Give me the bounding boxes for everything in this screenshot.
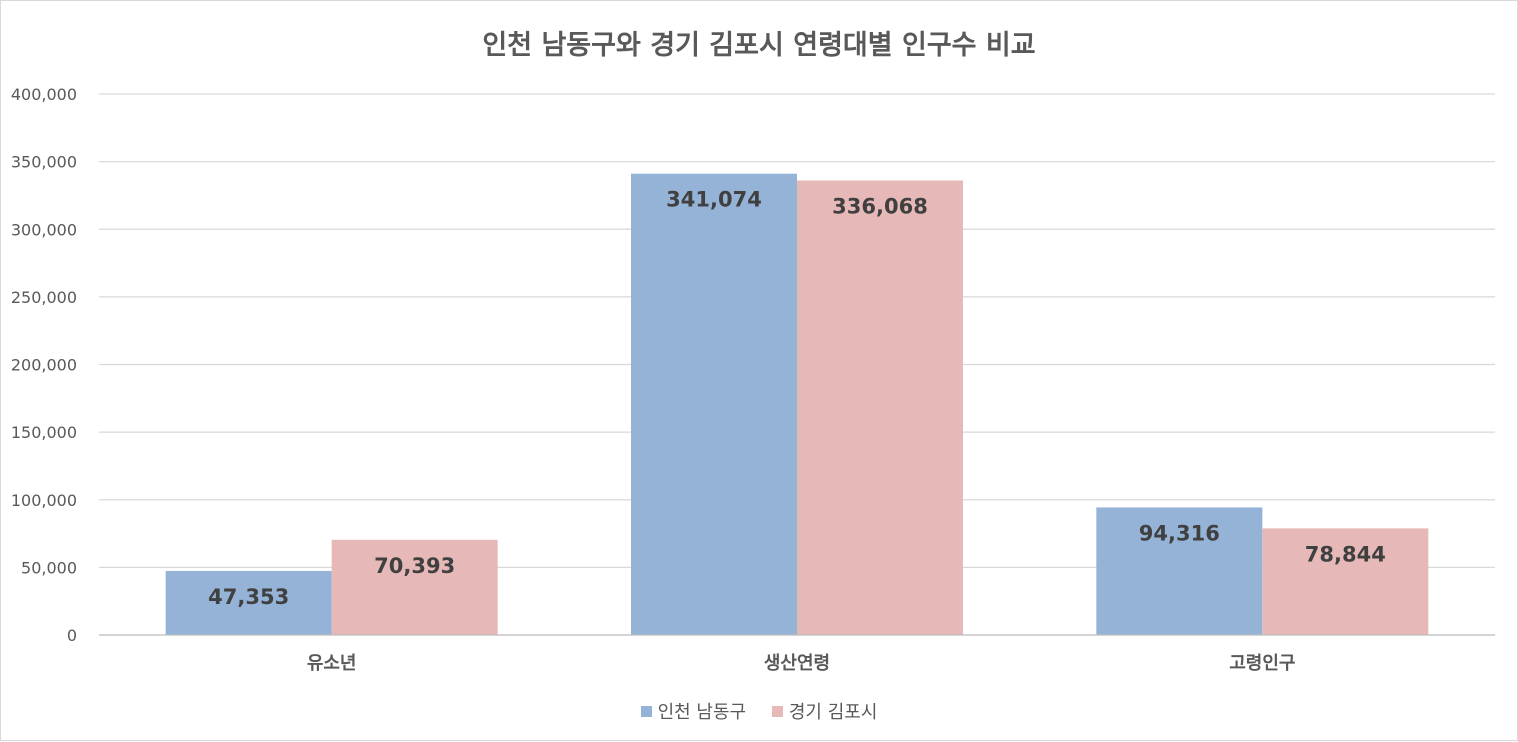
legend-item-series-2: 경기 김포시 xyxy=(771,698,878,724)
legend-label-series-1: 인천 남동구 xyxy=(657,702,747,723)
chart-title: 인천 남동구와 경기 김포시 연령대별 인구수 비교 xyxy=(482,30,1036,61)
bar-1-2 xyxy=(631,173,797,635)
y-tick-label-8: 400,000 xyxy=(11,85,77,104)
legend-swatch-series-2 xyxy=(771,706,783,717)
bar-2-1 xyxy=(331,539,498,635)
bar-1-3 xyxy=(1096,507,1263,635)
legend-swatch-series-1 xyxy=(640,706,652,717)
y-tick-label-1: 50,000 xyxy=(21,558,77,577)
data-label-1-2: 341,074 xyxy=(666,188,762,212)
x-tick-label-2: 생산연령 xyxy=(764,653,830,674)
x-tick-label-3: 고령인구 xyxy=(1229,653,1295,674)
x-tick-label-1: 유소년 xyxy=(307,653,357,674)
data-label-1-3: 94,316 xyxy=(1139,521,1220,545)
y-tick-label-4: 200,000 xyxy=(11,356,77,375)
y-tick-label-3: 150,000 xyxy=(11,423,77,442)
data-label-2-3: 78,844 xyxy=(1305,542,1386,566)
bar-2-2 xyxy=(797,180,963,636)
y-tick-label-6: 300,000 xyxy=(11,220,77,239)
legend-item-series-1: 인천 남동구 xyxy=(640,698,747,724)
data-label-2-2: 336,068 xyxy=(832,194,928,218)
bar-2-3 xyxy=(1262,528,1429,635)
legend: 인천 남동구 경기 김포시 xyxy=(1,698,1517,724)
data-label-2-1: 70,393 xyxy=(374,554,455,578)
y-tick-label-7: 350,000 xyxy=(11,153,77,172)
y-tick-label-2: 100,000 xyxy=(11,491,77,510)
y-tick-label-0: 0 xyxy=(67,626,77,645)
y-tick-label-5: 250,000 xyxy=(11,288,77,307)
bar-1-1 xyxy=(165,570,332,635)
legend-label-series-2: 경기 김포시 xyxy=(788,702,878,723)
data-label-1-1: 47,353 xyxy=(208,585,289,609)
